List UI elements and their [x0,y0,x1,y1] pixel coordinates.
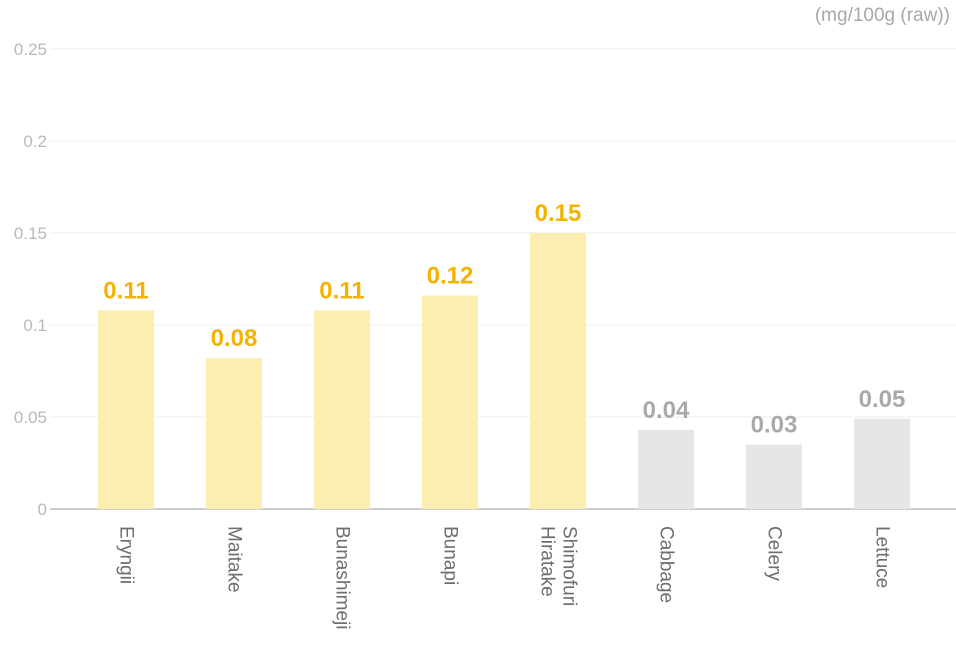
bar [314,310,370,509]
bar [854,418,910,509]
category-label: Cabbage [656,526,677,603]
category-label-line: Eryngii [116,526,137,584]
category-label-line: Maitake [224,526,245,593]
value-label: 0.15 [535,200,582,227]
category-label: Maitake [224,526,245,593]
bar [422,295,478,509]
category-label: Lettuce [872,526,893,588]
bar [746,444,802,509]
category-label: Bunashimeji [332,526,353,630]
value-label: 0.05 [859,386,906,413]
y-tick-label: 0 [38,500,47,519]
bar [638,429,694,509]
y-tick-label: 0.2 [23,132,47,151]
y-tick-label: 0.1 [23,316,47,335]
category-label-line: Bunashimeji [332,526,353,630]
y-tick-label: 0.15 [14,224,47,243]
category-label-line: Bunapi [440,526,461,585]
value-label: 0.04 [643,397,690,424]
y-tick-label: 0.25 [14,40,47,59]
bar [530,233,586,509]
bar [98,310,154,509]
value-label: 0.12 [427,263,474,290]
bars [98,233,910,509]
bar [206,358,262,509]
category-label-line: Lettuce [872,526,893,588]
category-label: Bunapi [440,526,461,585]
category-label-line: Shimofuri [559,526,580,606]
unit-label: (mg/100g (raw)) [815,5,950,26]
category-label: Eryngii [116,526,137,584]
category-label-line: Celery [764,526,785,581]
category-label-line: Hiratake [537,526,558,597]
category-labels: Eryngii Maitake Bunashimeji Bunapi Shimofuri… [116,526,893,630]
value-labels: 0.11 0.08 0.11 0.12 0.15 0.04 0.03 0.05 [103,200,905,439]
gridlines [50,48,956,510]
y-tick-label: 0.05 [14,408,47,427]
category-label-line: Cabbage [656,526,677,603]
value-label: 0.03 [751,412,798,439]
value-label: 0.08 [211,325,258,352]
value-label: 0.11 [319,277,364,304]
y-axis-ticks: 0 0.05 0.1 0.15 0.2 0.25 [14,40,47,519]
category-label: Celery [764,526,785,581]
value-label: 0.11 [103,277,148,304]
